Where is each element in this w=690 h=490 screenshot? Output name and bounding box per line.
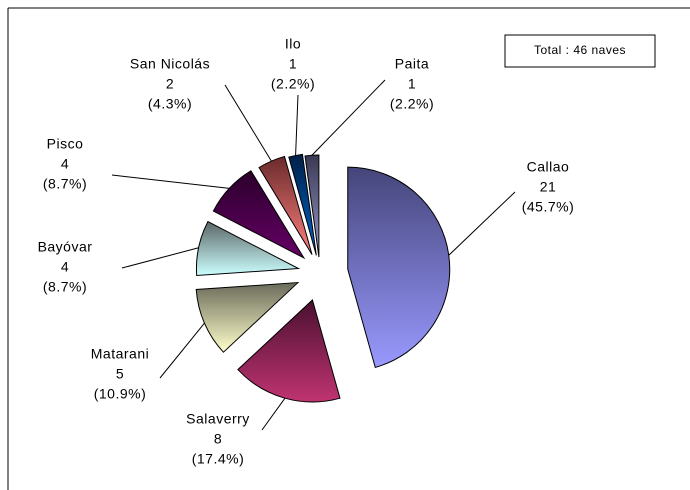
slice-percent: (8.7%) <box>43 176 87 192</box>
slice-label: Matarani <box>91 346 149 362</box>
pie-slice <box>195 220 301 277</box>
slice-label: Ilo <box>285 36 301 52</box>
slice-value: 8 <box>214 431 222 447</box>
slice-value: 4 <box>61 156 69 172</box>
slice-label: Paita <box>395 56 429 72</box>
slice-percent: (8.7%) <box>43 279 87 295</box>
slice-label: Pisco <box>47 136 84 152</box>
total-box <box>504 34 656 68</box>
leader-line <box>111 174 230 189</box>
slice-percent: (17.4%) <box>192 451 245 467</box>
pie-slice <box>195 281 300 353</box>
slice-value: 1 <box>289 56 297 72</box>
pie-slice <box>347 166 451 369</box>
slice-value: 5 <box>116 366 124 382</box>
leader-line <box>295 94 299 156</box>
leader-line <box>261 397 286 431</box>
slice-percent: (45.7%) <box>522 199 575 215</box>
slice-label: Callao <box>527 159 570 175</box>
slice-percent: (2.2%) <box>271 76 315 92</box>
slice-value: 2 <box>166 76 174 92</box>
slice-value: 4 <box>61 259 69 275</box>
total-annotation: Total : 46 naves <box>534 43 626 57</box>
leader-line <box>311 79 386 156</box>
leader-line <box>224 84 272 162</box>
pie-slice <box>288 153 317 256</box>
slice-label: Bayóvar <box>38 239 93 255</box>
slice-value: 21 <box>540 179 557 195</box>
pie-slice <box>212 170 306 260</box>
leader-line <box>121 247 199 269</box>
slice-percent: (10.9%) <box>94 386 147 402</box>
slice-label: Salaverry <box>186 411 250 427</box>
slice-label: San Nicolás <box>130 56 210 72</box>
slice-percent: (4.3%) <box>148 96 192 112</box>
leader-line <box>448 191 516 256</box>
slice-value: 1 <box>408 76 416 92</box>
leader-line <box>159 322 205 379</box>
slice-percent: (2.2%) <box>390 96 434 112</box>
